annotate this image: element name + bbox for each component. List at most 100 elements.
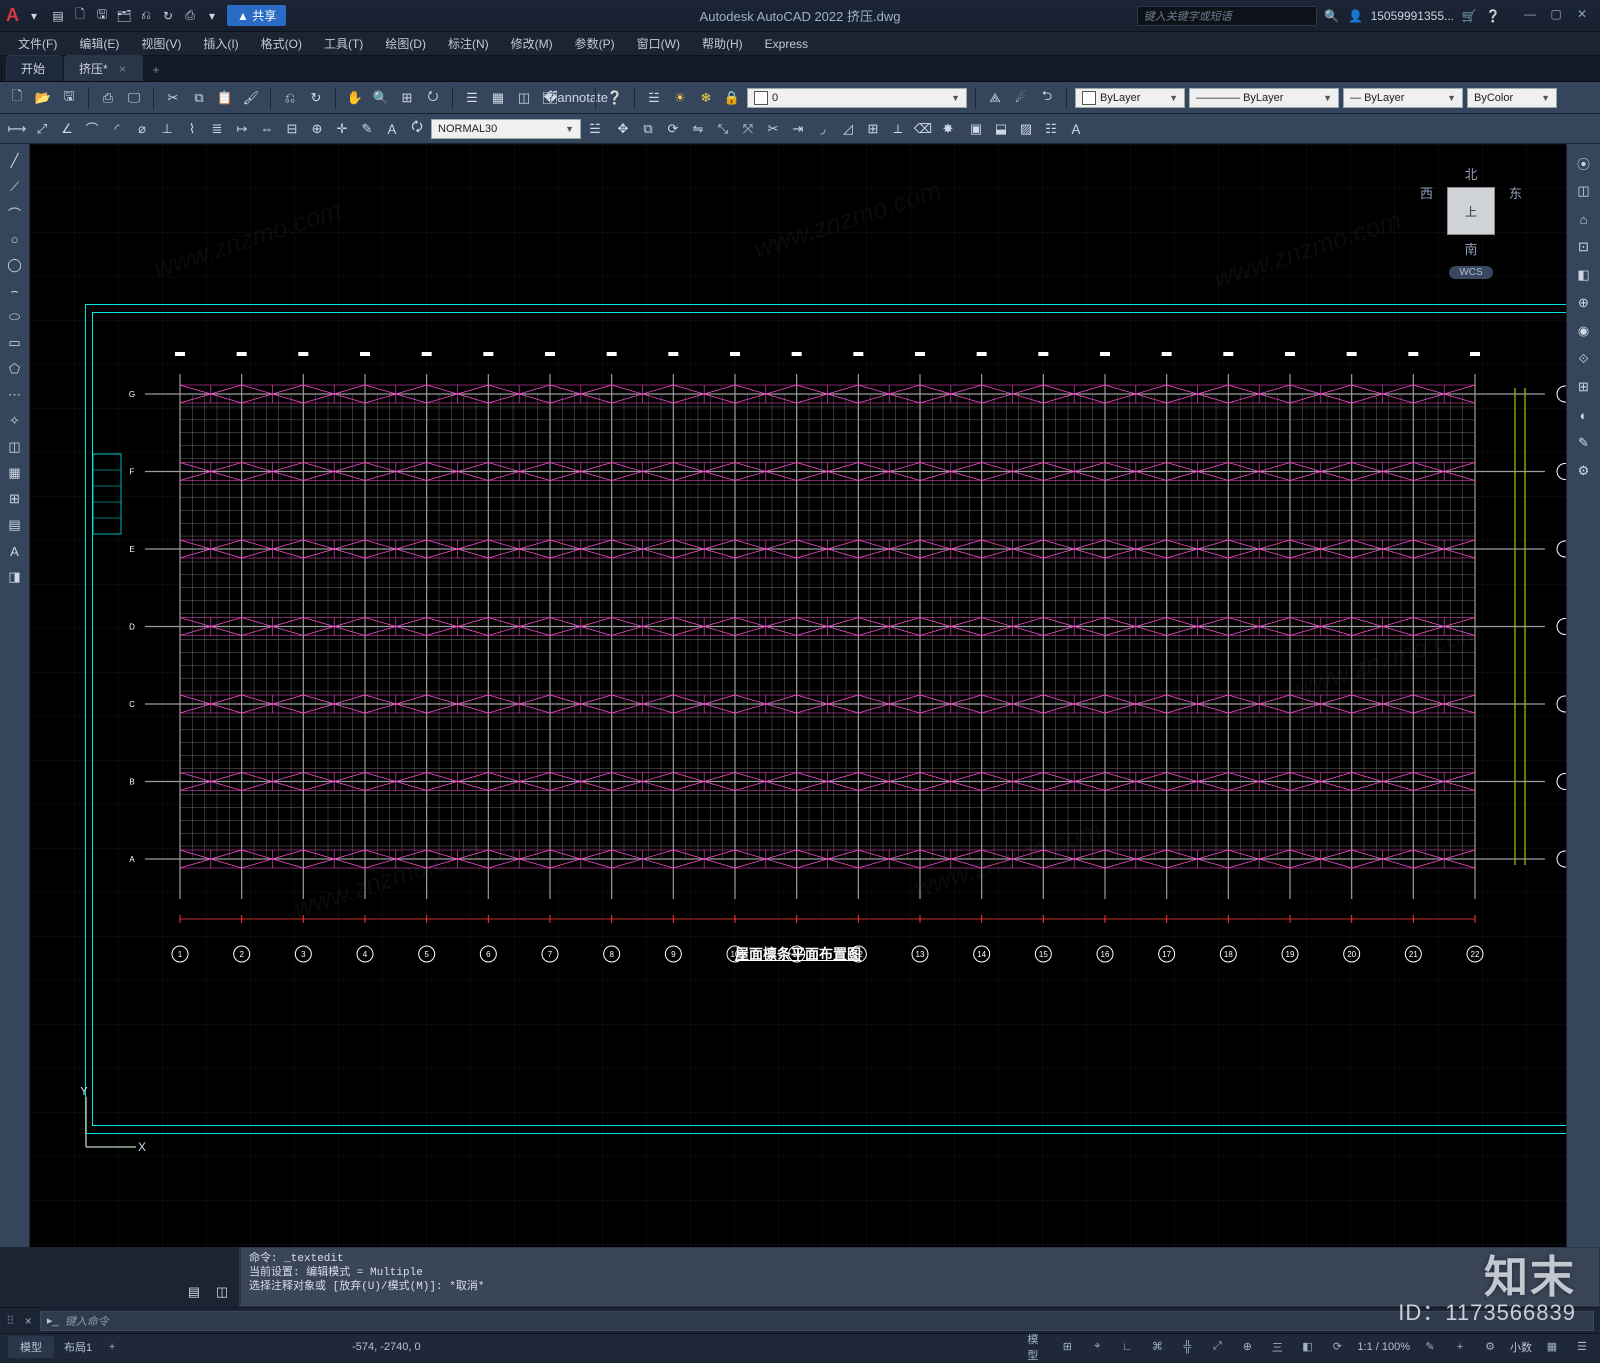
nav-showm-icon[interactable]: ◧ xyxy=(1573,264,1595,286)
copy-icon[interactable]: ⧉ xyxy=(188,87,210,109)
mirror-icon[interactable]: ⇋ xyxy=(687,118,709,140)
dim-radius-icon[interactable]: ◜ xyxy=(106,118,128,140)
st-otrack-icon[interactable]: ⊕ xyxy=(1237,1338,1257,1356)
search-icon[interactable]: 🔍 xyxy=(1323,7,1341,25)
donut-icon[interactable]: ◯ xyxy=(4,254,26,276)
linetype-dropdown[interactable]: ———— ByLayer ▼ xyxy=(1189,88,1339,108)
qat-new-icon[interactable]: 🗋 xyxy=(71,7,89,25)
st-scale[interactable]: 1:1 / 100% xyxy=(1357,1341,1410,1353)
palette-3-icon[interactable]: ⟐ xyxy=(1573,348,1595,370)
plot-preview-icon[interactable]: 🖵 xyxy=(123,87,145,109)
user-icon[interactable]: 👤 xyxy=(1347,7,1365,25)
polygon-icon[interactable]: ⬠ xyxy=(4,358,26,380)
st-snap-icon[interactable]: ⌖ xyxy=(1087,1338,1107,1356)
circle-icon[interactable]: ○ xyxy=(4,228,26,250)
autodesk-app-icon[interactable]: 🛒 xyxy=(1460,7,1478,25)
dim-diameter-icon[interactable]: ⌀ xyxy=(131,118,153,140)
help-toolbar-icon[interactable]: ❔ xyxy=(604,87,626,109)
maximize-button[interactable]: ▢ xyxy=(1544,7,1568,25)
viewcube-north[interactable]: 北 xyxy=(1416,164,1526,183)
palette-6-icon[interactable]: ✎ xyxy=(1573,432,1595,454)
menu-file[interactable]: 文件(F) xyxy=(8,32,67,55)
st-gear-icon[interactable]: ⚙ xyxy=(1480,1338,1500,1356)
viewcube-top-face[interactable]: 上 xyxy=(1447,187,1495,235)
insert-icon[interactable]: ⬓ xyxy=(990,118,1012,140)
palette-1-icon[interactable]: ⊕ xyxy=(1573,292,1595,314)
copy-obj-icon[interactable]: ⧉ xyxy=(637,118,659,140)
qat-dropdown-icon[interactable]: ▾ xyxy=(203,7,221,25)
minimize-button[interactable]: — xyxy=(1518,7,1542,25)
tool-palette-icon[interactable]: ◫ xyxy=(513,87,535,109)
layer-on-icon[interactable]: ☀ xyxy=(669,87,691,109)
chamfer-icon[interactable]: ◿ xyxy=(837,118,859,140)
undo-icon[interactable]: ⎌ xyxy=(279,87,301,109)
command-grip-icon[interactable]: ⠿ xyxy=(6,1314,17,1328)
st-cycling-icon[interactable]: ⟳ xyxy=(1327,1338,1347,1356)
st-grid-icon[interactable]: ⊞ xyxy=(1057,1338,1077,1356)
st-add-scale-icon[interactable]: + xyxy=(1450,1338,1470,1356)
palette-2-icon[interactable]: ◉ xyxy=(1573,320,1595,342)
scale-icon[interactable]: ⤡ xyxy=(712,118,734,140)
qat-menu-icon[interactable]: ▾ xyxy=(25,7,43,25)
rectangle-icon[interactable]: ▭ xyxy=(4,332,26,354)
layer-state-icon[interactable]: ⟁ xyxy=(984,87,1006,109)
matchprop-icon[interactable]: 🖌 xyxy=(240,87,262,109)
qat-save-icon[interactable]: 🖫 xyxy=(93,7,111,25)
dim-angular-icon[interactable]: ∠ xyxy=(56,118,78,140)
text-icon[interactable]: A xyxy=(4,540,26,562)
properties-icon[interactable]: ☰ xyxy=(461,87,483,109)
dimstyle-dropdown[interactable]: NORMAL30 ▼ xyxy=(431,119,581,139)
wcs-badge[interactable]: WCS xyxy=(1449,266,1493,279)
menu-window[interactable]: 窗口(W) xyxy=(627,32,690,55)
table2-icon[interactable]: ▤ xyxy=(4,514,26,536)
add-layout-icon[interactable]: + xyxy=(102,1338,122,1356)
nav-orbit-icon[interactable]: ⊡ xyxy=(1573,236,1595,258)
offset-icon[interactable]: ⟂ xyxy=(887,118,909,140)
dim-jog-icon[interactable]: ⌇ xyxy=(181,118,203,140)
close-button[interactable]: ✕ xyxy=(1570,7,1594,25)
st-ortho-icon[interactable]: ∟ xyxy=(1117,1338,1137,1356)
palette-7-icon[interactable]: ⚙ xyxy=(1573,460,1595,482)
menu-edit[interactable]: 编辑(E) xyxy=(69,32,129,55)
zoom-win-icon[interactable]: ⊞ xyxy=(396,87,418,109)
st-units[interactable]: 小数 xyxy=(1510,1339,1532,1355)
dim-linear-icon[interactable]: ⟼ xyxy=(6,118,28,140)
cut-icon[interactable]: ✂ xyxy=(162,87,184,109)
zoom-prev-icon[interactable]: ⭮ xyxy=(422,87,444,109)
print-icon[interactable]: ⎙ xyxy=(97,87,119,109)
mtext-icon[interactable]: Ａ xyxy=(1065,118,1087,140)
help-icon[interactable]: ❔ xyxy=(1484,7,1502,25)
dim-arc-icon[interactable]: ⌒ xyxy=(81,118,103,140)
viewcube-west[interactable]: 西 xyxy=(1420,183,1433,239)
layer-prev-icon[interactable]: ⮌ xyxy=(1036,87,1058,109)
menu-dim[interactable]: 标注(N) xyxy=(438,32,499,55)
zoom-rt-icon[interactable]: 🔍 xyxy=(370,87,392,109)
plotstyle-dropdown[interactable]: ByColor ▼ xyxy=(1467,88,1557,108)
viewcube-east[interactable]: 东 xyxy=(1509,183,1522,239)
array-icon[interactable]: ⊞ xyxy=(862,118,884,140)
markup-icon[interactable]: �annotate xyxy=(565,87,587,109)
st-osnap-icon[interactable]: ╬ xyxy=(1177,1338,1197,1356)
pline-icon[interactable]: ⟋ xyxy=(4,176,26,198)
move-icon[interactable]: ✥ xyxy=(612,118,634,140)
viewcube-south[interactable]: 南 xyxy=(1416,239,1526,258)
menu-draw[interactable]: 绘图(D) xyxy=(375,32,436,55)
qat-icon[interactable]: ▤ xyxy=(49,7,67,25)
explode-icon[interactable]: ✸ xyxy=(937,118,959,140)
color-dropdown[interactable]: ByLayer ▼ xyxy=(1075,88,1185,108)
layer-props-icon[interactable]: ☱ xyxy=(643,87,665,109)
dim-update-icon[interactable]: 🗘 xyxy=(406,118,428,140)
qat-redo-icon[interactable]: ↻ xyxy=(159,7,177,25)
spline-icon[interactable]: ⌢ xyxy=(4,280,26,302)
tolerance-icon[interactable]: ⊕ xyxy=(306,118,328,140)
palette-5-icon[interactable]: ◐ xyxy=(1573,404,1595,426)
command-history[interactable]: 命令: _textedit 当前设置: 编辑模式 = Multiple 选择注释… xyxy=(240,1247,1600,1307)
st-model-icon[interactable]: 模型 xyxy=(1027,1338,1047,1356)
point-icon[interactable]: ⋯ xyxy=(4,384,26,406)
st-lwt-icon[interactable]: 三 xyxy=(1267,1338,1287,1356)
command-close-icon[interactable]: × xyxy=(25,1314,32,1328)
erase-icon[interactable]: ⌫ xyxy=(912,118,934,140)
help-search-input[interactable]: 键入关键字或短语 xyxy=(1137,6,1317,26)
layer-dropdown[interactable]: 0 ▼ xyxy=(747,88,967,108)
menu-insert[interactable]: 插入(I) xyxy=(193,32,248,55)
